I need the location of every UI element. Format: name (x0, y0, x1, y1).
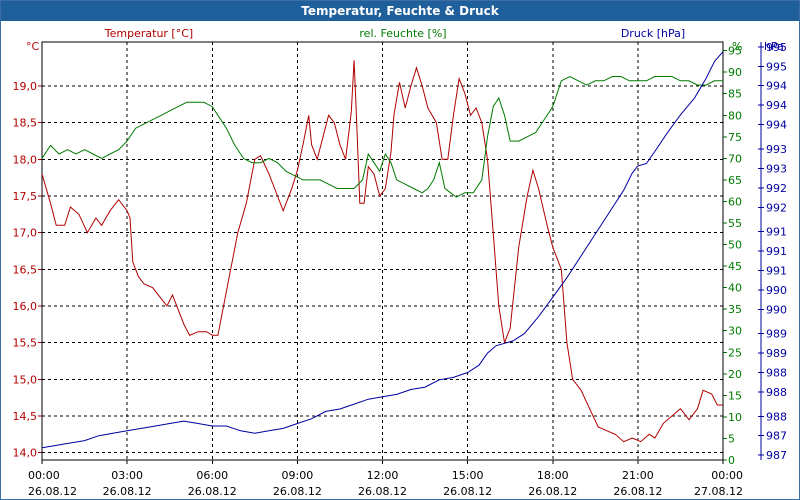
pressure-tick-label: 991 (766, 226, 787, 239)
temperature-tick-label: 17,0 (13, 227, 38, 240)
x-tick-label-date: 26.08.12 (28, 485, 77, 498)
x-tick-label-time: 06:00 (196, 469, 228, 482)
temperature-tick-label: 19,0 (13, 80, 38, 93)
temperature-tick-label: 17,5 (13, 190, 38, 203)
pressure-tick-label: 995 (766, 41, 787, 54)
temperature-axis-title: Temperatur [°C] (104, 27, 193, 40)
x-tick-label-time: 03:00 (111, 469, 143, 482)
humidity-tick-label: 80 (728, 109, 742, 122)
pressure-tick-label: 992 (766, 182, 787, 195)
x-tick-label-date: 26.08.12 (528, 485, 577, 498)
pressure-tick-label: 993 (766, 143, 787, 156)
temperature-unit-label: °C (26, 40, 40, 53)
pressure-tick-label: 988 (766, 410, 787, 423)
x-tick-label-date: 27.08.12 (694, 485, 743, 498)
humidity-tick-label: 20 (728, 368, 742, 381)
humidity-tick-label: 25 (728, 346, 742, 359)
pressure-unit-label: hPa (764, 40, 784, 53)
pressure-tick-label: 993 (766, 162, 787, 175)
x-tick-label-time: 00:00 (28, 469, 60, 482)
pressure-tick-label: 992 (766, 201, 787, 214)
x-tick-label-time: 21:00 (622, 469, 654, 482)
pressure-tick-label: 991 (766, 245, 787, 258)
pressure-tick-label: 987 (766, 449, 787, 462)
x-tick-label-date: 26.08.12 (358, 485, 407, 498)
x-tick-label-date: 26.08.12 (188, 485, 237, 498)
humidity-tick-label: 50 (728, 239, 742, 252)
x-tick-label-time: 12:00 (367, 469, 399, 482)
temperature-tick-label: 16,0 (13, 300, 38, 313)
x-tick-label-time: 09:00 (282, 469, 314, 482)
x-tick-label-time: 00:00 (711, 469, 743, 482)
x-tick-label-date: 26.08.12 (103, 485, 152, 498)
x-tick-label-time: 18:00 (537, 469, 569, 482)
humidity-line (41, 75, 723, 198)
temperature-tick-label: 18,0 (13, 153, 38, 166)
pressure-axis-title: Druck [hPa] (621, 27, 685, 40)
humidity-axis-title: rel. Feuchte [%] (359, 27, 446, 40)
humidity-tick-label: 70 (728, 152, 742, 165)
pressure-tick-label: 989 (766, 328, 787, 341)
pressure-tick-label: 994 (766, 80, 787, 93)
pressure-tick-label: 994 (766, 99, 787, 112)
x-tick-label-date: 26.08.12 (443, 485, 492, 498)
temperature-tick-label: 18,5 (13, 117, 38, 130)
humidity-tick-label: 35 (728, 303, 742, 316)
humidity-tick-label: 30 (728, 325, 742, 338)
pressure-tick-label: 988 (766, 367, 787, 380)
humidity-tick-label: 5 (728, 432, 735, 445)
humidity-tick-label: 75 (728, 131, 742, 144)
humidity-tick-label: 15 (728, 389, 742, 402)
chart-title: Temperatur, Feuchte & Druck (301, 4, 499, 18)
plot-area-frame (41, 41, 724, 461)
humidity-tick-label: 60 (728, 195, 742, 208)
humidity-unit-label: % (732, 40, 742, 53)
humidity-tick-label: 90 (728, 66, 742, 79)
pressure-tick-label: 991 (766, 264, 787, 277)
pressure-tick-label: 995 (766, 60, 787, 73)
temperature-tick-label: 14,0 (13, 447, 38, 460)
humidity-tick-label: 10 (728, 411, 742, 424)
x-tick-label-date: 26.08.12 (613, 485, 662, 498)
humidity-tick-label: 40 (728, 282, 742, 295)
humidity-tick-label: 65 (728, 174, 742, 187)
pressure-tick-label: 990 (766, 303, 787, 316)
pressure-tick-label: 988 (766, 386, 787, 399)
pressure-tick-label: 987 (766, 430, 787, 443)
pressure-tick-label: 989 (766, 347, 787, 360)
pressure-tick-label: 994 (766, 119, 787, 132)
pressure-line (41, 51, 724, 449)
humidity-tick-label: 55 (728, 217, 742, 230)
temperature-tick-label: 15,5 (13, 337, 38, 350)
temperature-tick-label: 14,5 (13, 410, 38, 423)
humidity-tick-label: 0 (728, 454, 735, 467)
chart-canvas: 00:00 26.08.12 03:00 26.08.12 06:00 26.08.12 0… (13, 27, 788, 498)
temperature-tick-label: 15,0 (13, 373, 38, 386)
humidity-tick-label: 45 (728, 260, 742, 273)
x-tick-label-date: 26.08.12 (273, 485, 322, 498)
humidity-tick-label: 85 (728, 88, 742, 101)
x-tick-label-time: 15:00 (452, 469, 484, 482)
temperature-line (41, 60, 723, 443)
humidity-tick-label: 95 (728, 45, 742, 58)
temperature-tick-label: 16,5 (13, 263, 38, 276)
title-bar: Temperatur, Feuchte & Druck (1, 1, 799, 21)
pressure-tick-label: 990 (766, 284, 787, 297)
